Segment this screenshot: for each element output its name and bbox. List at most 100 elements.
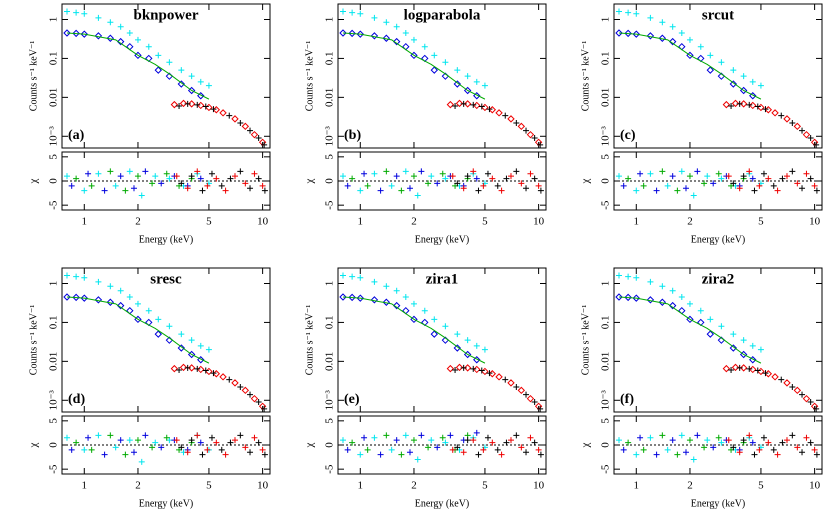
data-point	[176, 102, 183, 109]
y-axis-title: Counts s⁻¹ keV⁻¹	[28, 305, 39, 375]
y-tick-label: 1	[324, 17, 336, 23]
residual-point	[442, 175, 449, 182]
residual-point	[439, 170, 446, 177]
data-point	[117, 287, 124, 294]
residual-point	[364, 446, 371, 453]
data-point	[517, 122, 526, 131]
residual-point	[204, 446, 211, 453]
residual-point	[425, 444, 432, 451]
residual-point	[383, 168, 390, 175]
residual-point	[531, 439, 538, 446]
data-point	[392, 301, 401, 310]
residual-point	[414, 456, 421, 463]
residual-point	[88, 446, 95, 453]
data-point	[205, 346, 212, 353]
data-point	[455, 363, 464, 372]
residual-point	[149, 444, 156, 451]
residual-point	[770, 182, 777, 189]
model-line	[342, 32, 486, 100]
data-point	[72, 29, 80, 38]
data-point	[226, 112, 233, 119]
residual-point	[339, 437, 346, 444]
data-point	[646, 296, 655, 304]
residual-point	[447, 432, 454, 439]
residual-tick-label: 0	[324, 442, 336, 448]
residual-point	[794, 180, 801, 187]
residual-point	[527, 434, 534, 441]
data-point	[478, 103, 485, 110]
data-point	[495, 373, 503, 381]
data-point	[668, 37, 677, 46]
residual-point	[460, 185, 467, 192]
plot-frame	[337, 267, 547, 413]
residual-point	[678, 168, 685, 175]
residual-point	[480, 182, 487, 189]
y-tick-label: 0.1	[324, 316, 336, 330]
data-point	[633, 10, 640, 17]
residual-tick-label: -5	[600, 464, 612, 474]
residual-point	[126, 168, 133, 175]
residual-point	[101, 451, 108, 458]
data-point	[754, 367, 761, 374]
residual-point	[480, 446, 487, 453]
residual-point	[730, 180, 737, 187]
data-point	[722, 100, 731, 109]
data-point	[526, 130, 535, 139]
data-point	[632, 294, 640, 302]
data-point	[460, 364, 467, 371]
residual-point	[428, 173, 435, 180]
residual-point	[464, 437, 471, 444]
residual-point	[690, 456, 697, 463]
data-point	[647, 14, 654, 21]
data-point	[481, 82, 488, 89]
data-point	[757, 82, 764, 89]
residual-point	[647, 434, 654, 441]
residual-point	[686, 173, 693, 180]
data-point	[166, 59, 173, 66]
data-point	[764, 370, 773, 378]
residual-point	[173, 437, 180, 444]
residual-point	[425, 180, 432, 187]
data-point	[749, 101, 757, 110]
residual-point	[701, 444, 708, 451]
data-point	[707, 316, 714, 323]
data-point	[473, 342, 480, 349]
residual-point	[682, 449, 689, 456]
data-point	[706, 330, 714, 338]
plot-frame	[61, 3, 271, 149]
data-point	[513, 383, 520, 390]
data-point	[145, 43, 152, 50]
residual-point	[740, 437, 747, 444]
residual-point	[682, 185, 689, 192]
x-tick-label: 2	[687, 216, 693, 228]
data-point	[746, 101, 753, 108]
data-point	[669, 23, 676, 30]
residual-point	[122, 187, 129, 194]
x-tick-label: 5	[758, 216, 764, 228]
x-tick-label: 1	[634, 216, 640, 228]
data-point	[154, 330, 162, 338]
residual-point	[410, 437, 417, 444]
data-point	[210, 370, 217, 377]
data-point	[95, 14, 102, 21]
residual-point	[442, 439, 449, 446]
residual-point	[710, 180, 717, 187]
y-tick-label: 1	[600, 17, 612, 23]
data-point	[502, 112, 509, 119]
model-line	[618, 32, 762, 100]
residual-point	[364, 182, 371, 189]
residual-point	[637, 434, 644, 441]
data-point	[749, 356, 757, 364]
residual-point	[535, 182, 542, 189]
data-point	[729, 344, 738, 352]
residual-point	[774, 187, 781, 194]
residual-point	[736, 185, 743, 192]
residual-point	[242, 444, 249, 451]
residual-point	[81, 187, 88, 194]
residual-point	[484, 434, 491, 441]
residual-point	[414, 192, 421, 199]
residual-point	[261, 451, 268, 458]
data-point	[410, 36, 417, 43]
data-point	[241, 386, 250, 395]
residual-point	[740, 173, 747, 180]
